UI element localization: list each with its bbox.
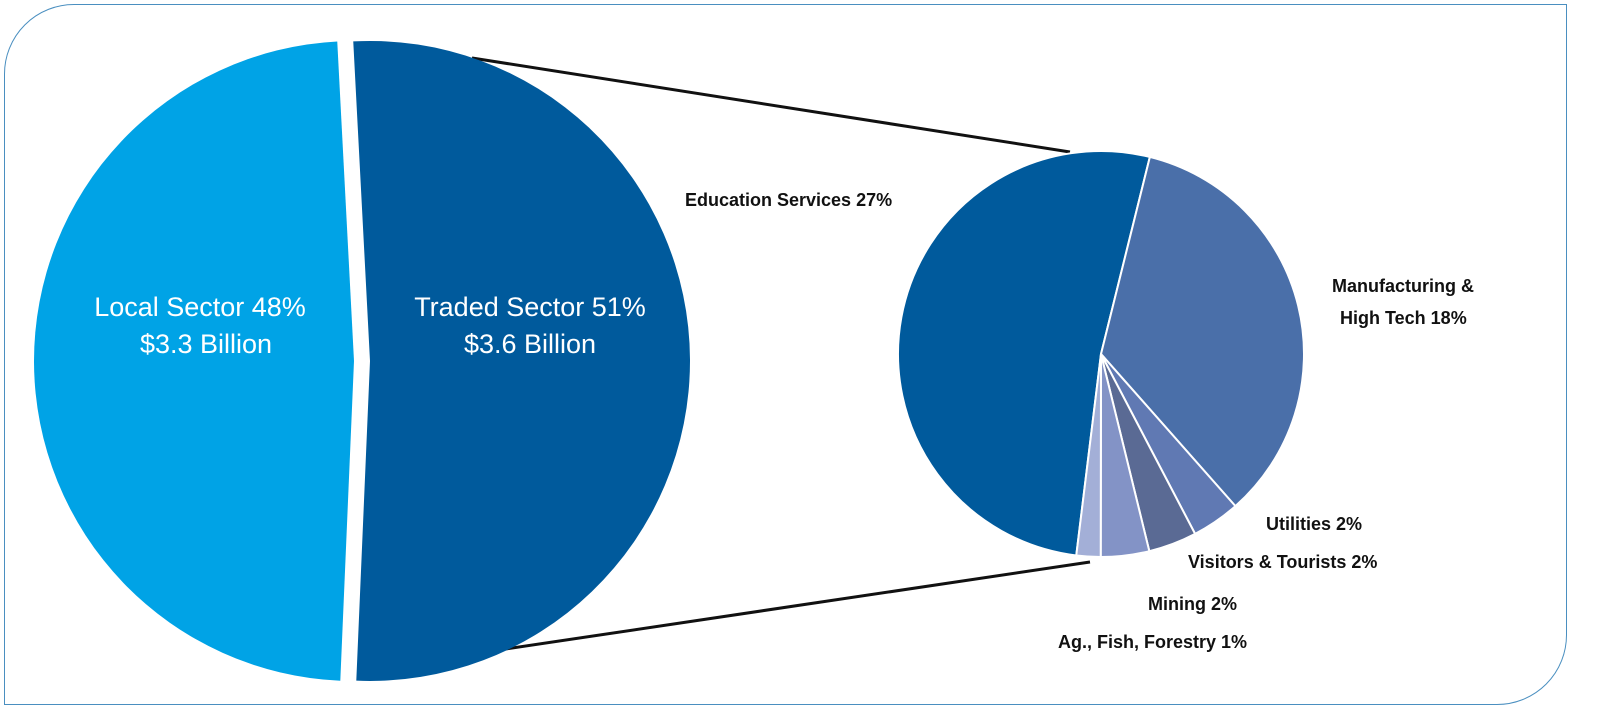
visitors-tourists-label: Visitors & Tourists 2% bbox=[1188, 552, 1377, 572]
manufacturing-label-line1: Manufacturing & bbox=[1332, 276, 1474, 296]
connector-line-bottom bbox=[471, 560, 1091, 656]
manufacturing-label-line2: High Tech 18% bbox=[1340, 308, 1467, 328]
pie-slice-ag-fish-forestry bbox=[1075, 353, 1102, 559]
pie-slice-manufacturing-high-tech bbox=[1099, 155, 1305, 508]
connector-line-top bbox=[471, 56, 1071, 154]
education-services-label: Education Services 27% bbox=[685, 190, 892, 210]
utilities-label: Utilities 2% bbox=[1266, 514, 1362, 534]
pie-slice-local-sector bbox=[33, 41, 355, 681]
traded-sector-breakdown-pie bbox=[897, 150, 1305, 559]
chart-frame bbox=[4, 4, 1567, 705]
ag-fish-forestry-label: Ag., Fish, Forestry 1% bbox=[1058, 632, 1247, 652]
traded-sector-value-label: $3.6 Billion bbox=[464, 329, 596, 359]
pie-slice-education-services bbox=[897, 150, 1152, 557]
pie-slice-traded-sector bbox=[353, 40, 690, 681]
local-sector-label: Local Sector 48% bbox=[94, 292, 306, 322]
traded-sector-label: Traded Sector 51% bbox=[414, 292, 646, 322]
mining-label: Mining 2% bbox=[1148, 594, 1237, 614]
local-sector-value-label: $3.3 Billion bbox=[140, 329, 272, 359]
sector-pie bbox=[33, 40, 690, 681]
